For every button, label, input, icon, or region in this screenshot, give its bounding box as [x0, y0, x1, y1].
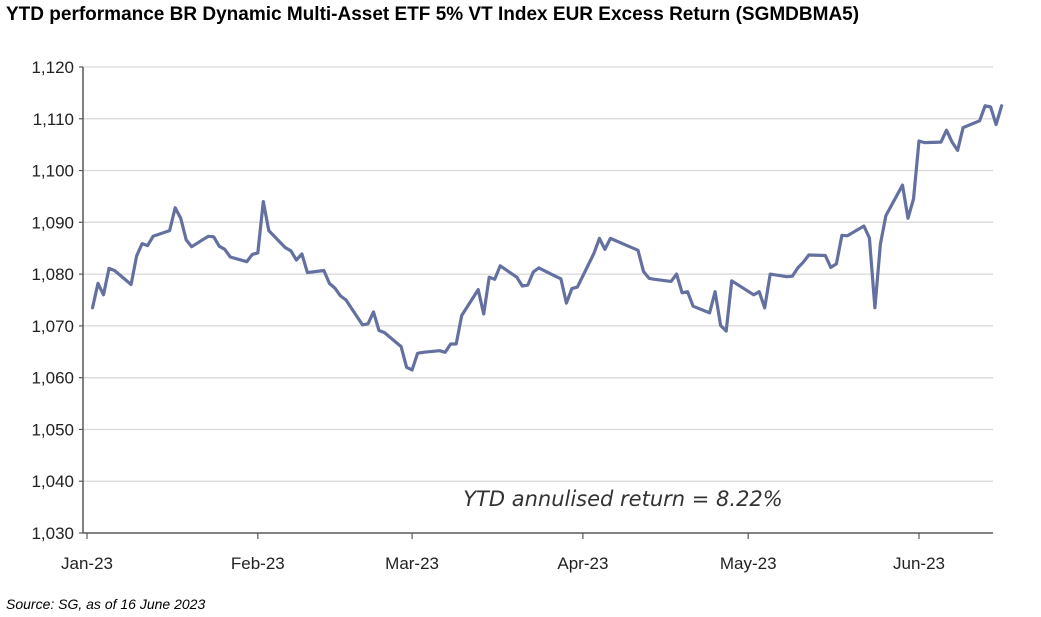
series-line [90, 104, 1004, 372]
y-tick-label: 1,110 [33, 110, 74, 129]
y-tick-label: 1,090 [31, 213, 74, 232]
y-tick-label: 1,080 [31, 265, 74, 284]
y-tick-label: 1,050 [31, 420, 74, 439]
x-tick-label: Jan-23 [61, 554, 113, 573]
chart-title: YTD performance BR Dynamic Multi-Asset E… [6, 4, 860, 25]
x-tick-label: Jun-23 [893, 554, 945, 573]
x-tick-label: Apr-23 [557, 554, 608, 573]
annotation-ytd-return: YTD annulised return = 8.22% [463, 487, 783, 511]
x-tick-label: Mar-23 [385, 554, 439, 573]
y-tick-label: 1,030 [31, 524, 74, 543]
x-axis-tick-marks [79, 66, 920, 539]
y-tick-label: 1,100 [31, 162, 74, 181]
y-tick-label: 1,120 [31, 58, 74, 77]
source-note: Source: SG, as of 16 June 2023 [6, 596, 206, 612]
y-tick-label: 1,040 [31, 472, 74, 491]
y-axis-tick-labels: 1,030 1,040 1,050 1,060 1,070 1,080 1,090 1,100… [31, 58, 74, 543]
y-tick-label: 1,060 [31, 369, 74, 388]
x-tick-label: May-23 [720, 554, 777, 573]
x-axis-tick-labels: Jan-23 Feb-23 Mar-23 Apr-23 May-23 Jun-23 [61, 554, 945, 573]
y-tick-label: 1,070 [31, 317, 74, 336]
x-tick-label: Feb-23 [231, 554, 285, 573]
gridlines [83, 66, 993, 482]
